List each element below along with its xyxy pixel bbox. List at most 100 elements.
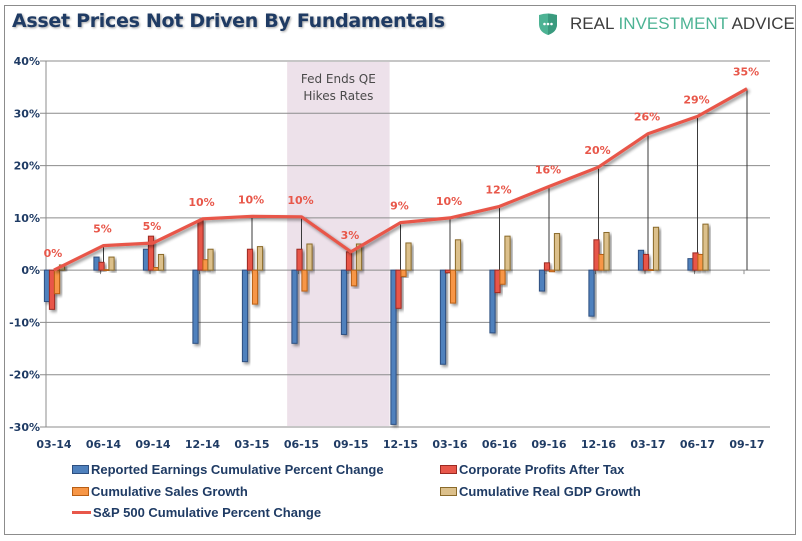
x-tick-label: 12-15 <box>383 438 418 451</box>
sp500-data-label: 10% <box>436 195 462 208</box>
legend-line-sp500 <box>72 511 91 514</box>
bar-corporate-profits-after-tax <box>444 269 452 274</box>
annotation-text: Hikes Rates <box>303 89 373 103</box>
bar-cumulative-real-gdp-growth <box>504 235 511 271</box>
sp500-data-label: 29% <box>683 93 709 106</box>
bar-reported-earnings-cumulative-percent-change <box>241 269 249 363</box>
bar-corporate-profits-after-tax <box>147 235 155 271</box>
bar-cumulative-real-gdp-growth <box>256 246 264 271</box>
bar-cumulative-sales-growth <box>548 269 556 273</box>
bar-reported-earnings-cumulative-percent-change <box>588 269 595 317</box>
bar-reported-earnings-cumulative-percent-change <box>439 269 447 365</box>
legend-item-sales-growth: Cumulative Sales Growth <box>72 484 248 499</box>
bar-corporate-profits-after-tax <box>692 252 699 271</box>
y-tick-label: 30% <box>14 107 40 120</box>
legend-item-sp500: S&P 500 Cumulative Percent Change <box>72 505 321 520</box>
sp500-data-label: 0% <box>44 247 63 260</box>
bar-cumulative-sales-growth <box>152 267 160 271</box>
bar-cumulative-sales-growth <box>251 269 259 305</box>
bar-corporate-profits-after-tax <box>296 248 303 271</box>
bar-corporate-profits-after-tax <box>395 269 402 309</box>
bar-cumulative-sales-growth <box>449 269 457 304</box>
legend-swatch-reported-earnings <box>72 465 89 474</box>
bar-corporate-profits-after-tax <box>543 262 551 271</box>
sp500-data-label: 12% <box>485 183 511 196</box>
sp500-data-label: 20% <box>584 144 610 157</box>
x-tick-label: 06-15 <box>284 438 319 451</box>
bar-cumulative-real-gdp-growth <box>454 239 462 271</box>
bar-cumulative-real-gdp-growth <box>652 226 660 271</box>
y-tick-label: 40% <box>14 55 40 68</box>
x-tick-label: 09-17 <box>729 438 764 451</box>
x-tick-label: 09-15 <box>333 438 368 451</box>
bar-corporate-profits-after-tax <box>48 269 56 310</box>
sp500-data-label: 35% <box>733 66 759 79</box>
sp500-line <box>53 87 748 272</box>
bar-cumulative-real-gdp-growth <box>553 233 561 271</box>
legend-item-corporate-profits: Corporate Profits After Tax <box>440 462 624 477</box>
x-tick-label: 12-16 <box>581 438 617 451</box>
bar-reported-earnings-cumulative-percent-change <box>291 269 298 344</box>
x-tick-label: 12-14 <box>185 438 221 451</box>
chart-legend: Reported Earnings Cumulative Percent Cha… <box>48 460 748 526</box>
brand-name-part3: ADVICE <box>727 14 795 33</box>
brand-name-part1: REAL <box>570 14 619 33</box>
y-tick-label: 0% <box>21 264 40 277</box>
x-tick-label: 06-17 <box>680 438 715 451</box>
bar-reported-earnings-cumulative-percent-change <box>687 258 694 271</box>
bar-reported-earnings-cumulative-percent-change <box>43 269 51 303</box>
x-tick-label: 03-14 <box>36 438 72 451</box>
bar-cumulative-real-gdp-growth <box>603 231 610 271</box>
bar-reported-earnings-cumulative-percent-change <box>637 249 645 271</box>
sp500-data-label: 10% <box>238 193 264 206</box>
bar-cumulative-sales-growth <box>53 269 61 295</box>
bar-corporate-profits-after-tax <box>345 251 353 271</box>
legend-label: Cumulative Sales Growth <box>91 484 248 499</box>
bar-corporate-profits-after-tax <box>246 248 254 271</box>
bar-cumulative-real-gdp-growth <box>702 223 709 271</box>
legend-swatch-real-gdp <box>440 487 457 496</box>
y-tick-label: 10% <box>14 212 40 225</box>
sp500-data-label: 10% <box>287 194 313 207</box>
sp500-data-label: 16% <box>535 163 561 176</box>
bar-cumulative-sales-growth <box>202 259 209 271</box>
x-tick-label: 09-14 <box>135 438 171 451</box>
sp500-data-label: 10% <box>188 196 214 209</box>
bar-cumulative-real-gdp-growth <box>157 253 165 271</box>
y-tick-label: -30% <box>9 421 40 434</box>
legend-label: Corporate Profits After Tax <box>459 462 625 477</box>
legend-label: Reported Earnings Cumulative Percent Cha… <box>91 462 384 477</box>
bar-cumulative-real-gdp-growth <box>355 243 363 271</box>
bar-corporate-profits-after-tax <box>197 219 204 271</box>
legend-swatch-sales-growth <box>72 487 89 496</box>
bar-corporate-profits-after-tax <box>642 253 650 271</box>
bar-cumulative-real-gdp-growth <box>108 256 115 271</box>
bar-cumulative-real-gdp-growth <box>306 243 313 271</box>
bar-corporate-profits-after-tax <box>494 269 501 294</box>
x-tick-label: 06-14 <box>86 438 122 451</box>
brand-name: REAL INVESTMENT ADVICE <box>570 14 795 34</box>
sp500-data-label: 26% <box>634 111 660 124</box>
bar-cumulative-sales-growth <box>499 269 506 285</box>
chart-title: Asset Prices Not Driven By Fundamentals <box>12 10 445 32</box>
y-tick-label: 20% <box>14 160 40 173</box>
sp500-data-label: 3% <box>341 229 360 242</box>
bar-corporate-profits-after-tax <box>98 261 105 271</box>
x-tick-label: 06-16 <box>482 438 518 451</box>
annotation-text: Fed Ends QE <box>301 72 376 86</box>
legend-swatch-corporate-profits <box>440 465 457 474</box>
bar-cumulative-sales-growth <box>697 253 704 271</box>
bar-reported-earnings-cumulative-percent-change <box>93 256 100 271</box>
x-tick-label: 03-16 <box>432 438 468 451</box>
bar-cumulative-sales-growth <box>350 269 358 287</box>
x-tick-label: 03-17 <box>630 438 665 451</box>
sp500-data-label: 5% <box>93 223 112 236</box>
shield-dots-icon <box>539 13 557 35</box>
x-tick-label: 03-15 <box>234 438 269 451</box>
legend-item-real-gdp: Cumulative Real GDP Growth <box>440 484 641 499</box>
bar-corporate-profits-after-tax <box>593 239 600 271</box>
legend-item-reported-earnings: Reported Earnings Cumulative Percent Cha… <box>72 462 384 477</box>
y-tick-label: -20% <box>9 369 40 382</box>
bar-cumulative-sales-growth <box>301 269 308 292</box>
